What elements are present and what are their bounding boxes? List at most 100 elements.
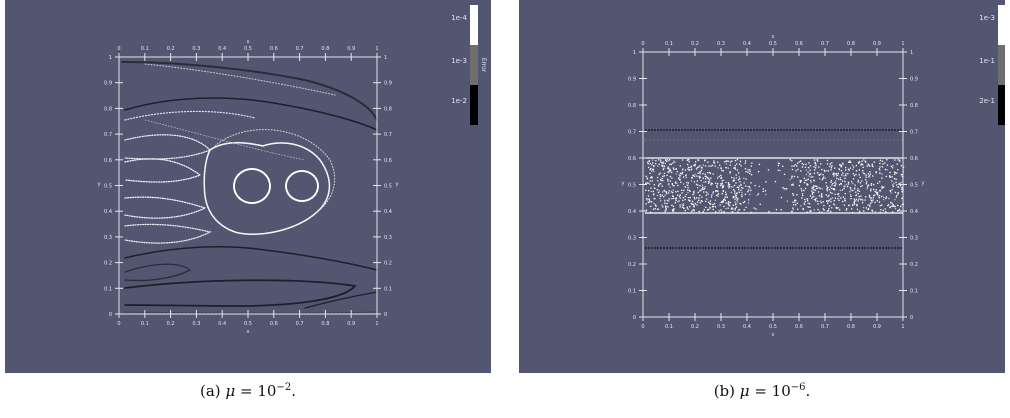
speckle-dot: [678, 195, 681, 197]
speckle-dot: [862, 172, 864, 174]
speckle-dot: [792, 183, 794, 185]
speckle-dot: [744, 160, 747, 162]
speckle-dot: [709, 200, 712, 202]
caption-b-period: .: [805, 382, 811, 400]
speckle-dot: [736, 192, 738, 194]
speckle-dot: [826, 159, 829, 162]
speckle-dot: [782, 165, 784, 167]
speckle-dot: [699, 190, 701, 192]
y-tick-label-a: 0.8: [384, 106, 392, 112]
y-tick-label-b: 0.5: [910, 183, 918, 189]
speckle-dot: [897, 210, 899, 212]
speckle-dot: [725, 202, 727, 204]
colorbar-label-a: 1e-4: [451, 14, 467, 22]
speckle-dot: [860, 185, 862, 188]
speckle-dot: [668, 200, 670, 202]
speckle-dot: [874, 190, 876, 193]
speckle-dot: [791, 184, 793, 186]
speckle-dot: [714, 165, 716, 167]
speckle-dot: [743, 182, 745, 184]
speckle-dot: [646, 199, 649, 201]
speckle-dot: [870, 184, 872, 186]
speckle-dot: [853, 201, 855, 203]
speckle-dot: [653, 165, 655, 168]
speckle-dot: [665, 208, 667, 210]
speckle-dot: [670, 163, 672, 165]
speckle-dot: [847, 168, 850, 171]
speckle-dot: [847, 183, 850, 185]
speckle-dot: [865, 161, 867, 163]
speckle-dot: [844, 198, 846, 200]
speckle-dot: [894, 159, 896, 161]
speckle-dot: [890, 201, 892, 204]
y-tick-label-b: 0: [633, 315, 636, 321]
speckle-dot: [885, 197, 887, 200]
speckle-dot: [686, 206, 688, 208]
speckle-dot: [844, 177, 846, 179]
speckle-dot: [848, 161, 850, 163]
speckle-dot: [671, 197, 673, 200]
speckle-dot: [671, 177, 673, 179]
speckle-dot: [832, 173, 834, 175]
speckle-dot: [718, 175, 720, 178]
speckle-dot: [889, 190, 891, 192]
speckle-dot: [697, 191, 699, 194]
speckle-dot: [795, 204, 797, 206]
speckle-dot: [663, 196, 665, 198]
speckle-dot: [849, 194, 852, 196]
speckle-dot: [853, 202, 855, 205]
speckle-dot: [682, 176, 685, 178]
speckle-dot: [655, 163, 657, 165]
x-tick-label-b: 0.8: [847, 324, 855, 330]
speckle-dot: [681, 206, 684, 208]
colorbar-segment-b: [998, 45, 1005, 85]
speckle-dot: [682, 204, 685, 207]
speckle-dot: [856, 204, 858, 207]
speckle-dot: [801, 163, 803, 165]
speckle-dot: [683, 207, 685, 209]
speckle-dot: [661, 194, 663, 196]
speckle-dot: [849, 161, 851, 163]
speckle-dot: [647, 195, 650, 197]
speckle-dot: [673, 197, 675, 200]
speckle-dot: [829, 205, 831, 207]
speckle-dot: [735, 163, 738, 165]
speckle-dot: [733, 167, 735, 169]
speckle-dot: [780, 196, 783, 199]
speckle-dot: [844, 193, 846, 195]
speckle-dot: [792, 194, 795, 196]
speckle-dot: [842, 200, 844, 203]
speckle-dot: [687, 196, 690, 199]
speckle-dot: [777, 169, 779, 171]
speckle-dot: [743, 177, 745, 180]
speckle-dot: [882, 163, 884, 165]
speckle-dot: [768, 210, 770, 213]
speckle-dot: [708, 180, 710, 183]
y-tick-label-a: 0.2: [104, 261, 112, 267]
speckle-dot: [717, 167, 719, 169]
y-tick-label-b: 0.1: [628, 289, 636, 295]
speckle-dot: [649, 200, 651, 202]
speckle-dot: [786, 200, 789, 202]
speckle-dot: [677, 190, 679, 192]
speckle-dot: [775, 208, 778, 211]
speckle-dot: [836, 177, 838, 179]
speckle-dot: [791, 177, 793, 179]
speckle-dot: [751, 162, 753, 164]
speckle-dot: [687, 189, 689, 191]
speckle-dot: [826, 185, 828, 187]
speckle-dot: [654, 187, 656, 190]
speckle-dot: [660, 195, 662, 198]
speckle-dot: [845, 183, 848, 185]
speckle-dot: [671, 209, 674, 211]
speckle-dot: [800, 180, 802, 182]
speckle-dot: [728, 185, 731, 188]
speckle-dot: [664, 210, 666, 212]
speckle-dot: [686, 208, 689, 210]
speckle-dot: [649, 211, 652, 213]
colorbar-segment-a: [470, 85, 478, 125]
y-tick-label-b: 0.1: [910, 289, 918, 295]
speckle-dot: [853, 188, 856, 191]
speckle-dot: [785, 188, 787, 190]
speckle-dot: [819, 200, 822, 202]
